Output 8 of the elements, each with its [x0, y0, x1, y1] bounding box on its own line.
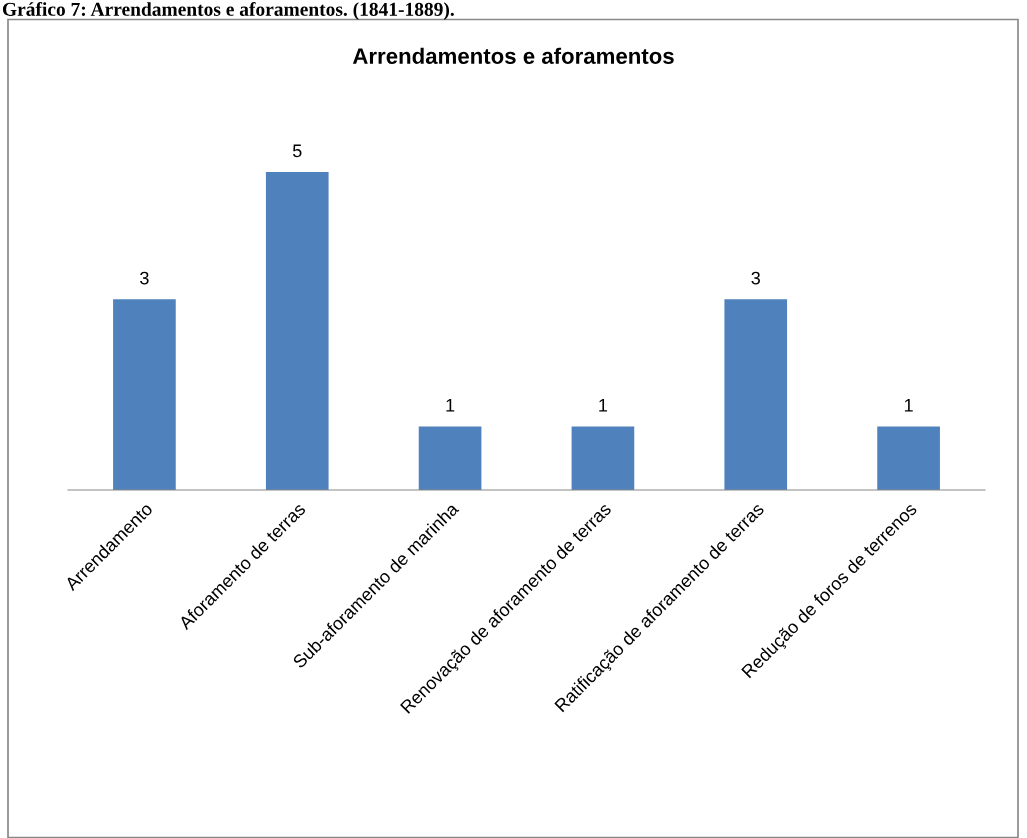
data-label: 3 [140, 271, 149, 285]
data-label: 1 [599, 399, 608, 412]
chart-title: Arrendamentos e aforamentos [352, 47, 674, 64]
data-label: 1 [446, 399, 455, 412]
data-label: 5 [292, 144, 302, 158]
data-label: 1 [904, 399, 913, 412]
text: Gráfico 7: Arrendamentos e aforamentos. (1841-1889). [2, 2, 454, 20]
data-label: 3 [751, 271, 760, 285]
